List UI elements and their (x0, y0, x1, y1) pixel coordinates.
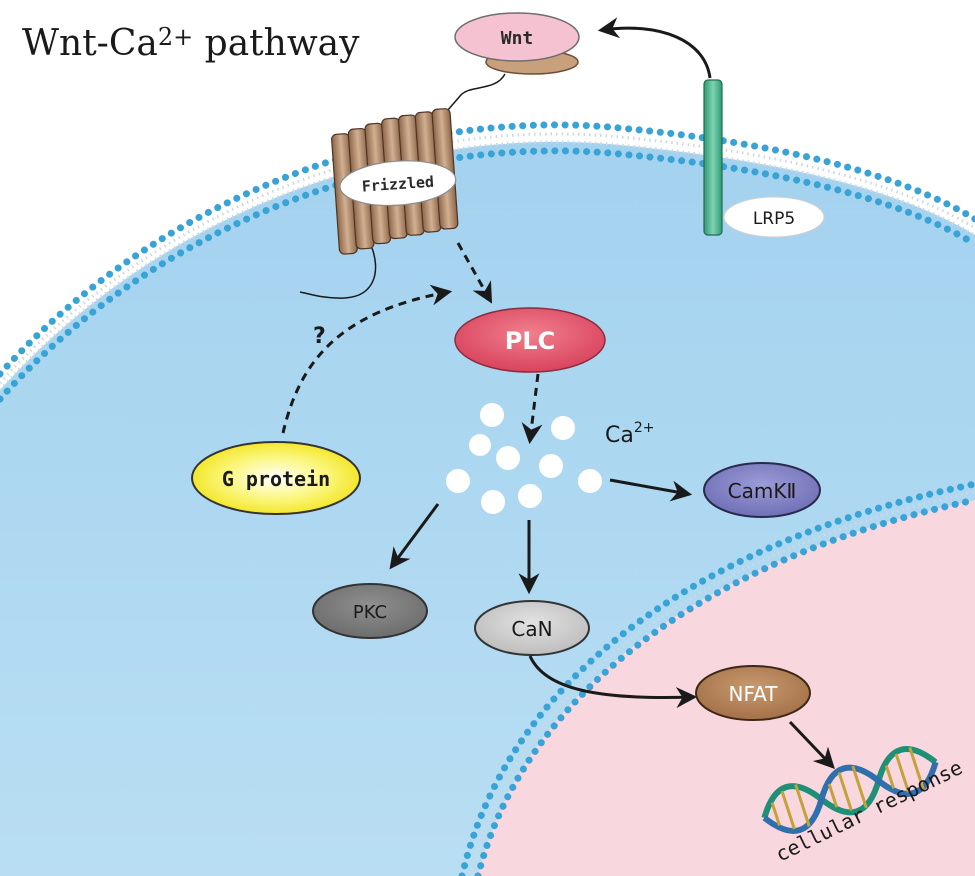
arrow-nfat-to-dna (788, 720, 835, 770)
arrow-frizzled-to-plc (456, 242, 493, 304)
calcium-ion (496, 446, 520, 470)
unknown-link-marker: ? (313, 324, 326, 349)
pkc-node: PKC (312, 583, 428, 639)
plc-label: PLC (505, 327, 556, 355)
calcium-ion (481, 490, 505, 514)
calcium-ion (539, 454, 563, 478)
camk-label: CamKⅡ (728, 479, 797, 503)
frizzled-receptor: Frizzled (331, 108, 459, 255)
pkc-label: PKC (353, 602, 387, 623)
arrow-can-to-nfat (528, 655, 698, 709)
dna-helix-icon (761, 746, 939, 834)
nfat-node: NFAT (695, 665, 811, 721)
lrp5-receptor: LRP5 (703, 79, 825, 238)
arrow-gprotein-to-plc (281, 284, 453, 434)
plc-node: PLC (454, 307, 606, 373)
cell-membrane (0, 121, 975, 403)
arrow-lrp5-to-wnt (597, 17, 712, 79)
arrow-calcium-to-pkc (389, 503, 440, 570)
can-label: CaN (511, 617, 552, 641)
arrow-plc-to-calcium (521, 373, 543, 445)
camk-node: CamKⅡ (703, 462, 821, 518)
calcium-ion (551, 416, 575, 440)
g-protein-label: G protein (222, 467, 330, 491)
calcium-ion (469, 434, 491, 456)
frizzled-label: Frizzled (361, 173, 434, 196)
frizzled-c-tail (299, 247, 377, 299)
can-node: CaN (474, 600, 590, 656)
diagram-title: Wnt-Ca2+ pathway (22, 23, 360, 64)
arrow-calcium-to-camk (609, 478, 693, 502)
calcium-ion (578, 469, 602, 493)
wnt-label: Wnt (501, 28, 534, 49)
calcium-label: Ca2+ (605, 420, 654, 448)
wnt-ligand: Wnt (454, 12, 580, 75)
calcium-ion (480, 403, 504, 427)
calcium-ion (446, 469, 470, 493)
nfat-label: NFAT (729, 682, 779, 706)
nuclear-membrane (458, 480, 975, 876)
calcium-ion (518, 484, 542, 508)
g-protein-node: G protein (191, 441, 361, 515)
calcium-ions (446, 403, 602, 514)
lrp5-label: LRP5 (753, 209, 795, 229)
